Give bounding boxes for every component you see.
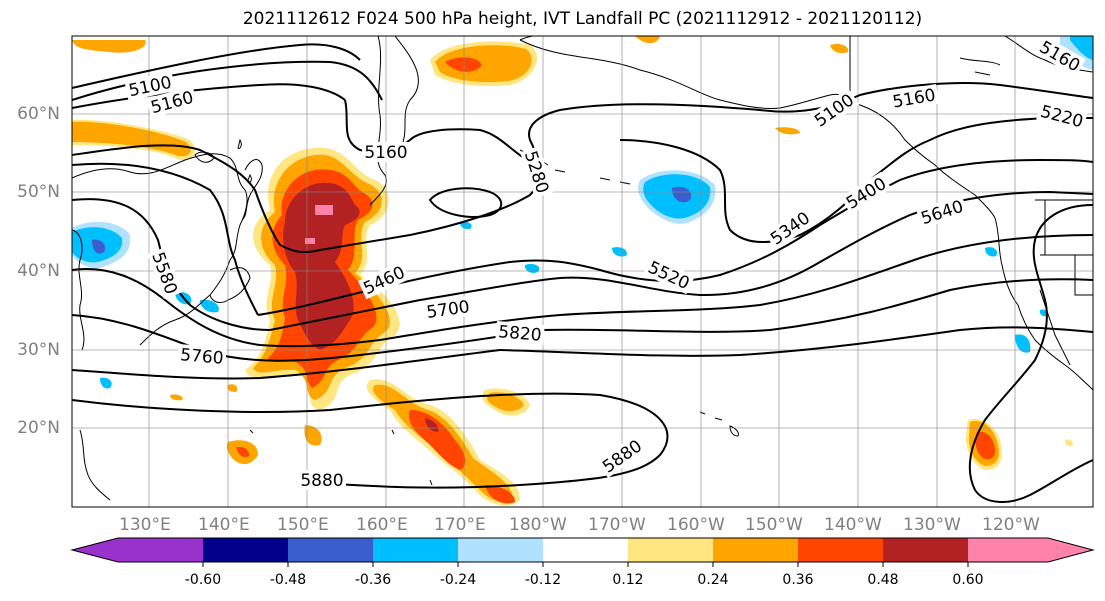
lon-label: 130°E [119, 515, 171, 535]
lon-label: 170°W [588, 515, 646, 535]
lon-label: 120°W [982, 515, 1040, 535]
lon-label: 160°W [667, 515, 725, 535]
map-area: 5100 5160 5160 5280 5100 5160 5220 5160 … [72, 36, 1093, 507]
colorbar-tick-label: -0.36 [354, 572, 392, 588]
lat-label: 20°N [17, 418, 60, 438]
colorbar-tick-label: 0.12 [612, 572, 644, 588]
map-title: 2021112612 F024 500 hPa height, IVT Land… [242, 9, 923, 29]
lon-label: 180°W [509, 515, 567, 535]
colorbar-tick-label: -0.24 [439, 572, 477, 588]
contour-label: 5640 [919, 197, 966, 229]
contour-label: 5880 [300, 471, 343, 491]
contour-labels: 5100 5160 5160 5280 5100 5160 5220 5160 … [124, 36, 1088, 491]
colorbar-extend-min [72, 538, 118, 562]
colorbar [70, 537, 1095, 567]
contour-label: 5820 [497, 322, 542, 346]
map-gridlines [72, 36, 1093, 507]
colorbar-extend-max [1048, 538, 1093, 562]
colorbar-tick-label: 0.36 [782, 572, 814, 588]
contour-label: 5280 [520, 149, 552, 196]
lon-label: 130°W [903, 515, 961, 535]
ivt-negative-shading [72, 36, 1093, 389]
contour-label: 5400 [843, 174, 890, 214]
lat-label: 40°N [17, 261, 60, 281]
contour-label: 5160 [364, 143, 407, 163]
colorbar-tick-label: 0.48 [867, 572, 899, 588]
colorbar-tick-label: -0.12 [524, 572, 562, 588]
contour-label: 5760 [179, 345, 224, 369]
colorbar-tick-label: -0.48 [269, 572, 307, 588]
lon-label: 150°E [277, 515, 329, 535]
lat-label: 30°N [17, 340, 60, 360]
lon-label: 150°W [745, 515, 803, 535]
contour-label: 5160 [891, 85, 937, 112]
lat-label: 60°N [17, 104, 60, 124]
ivt-positive-shading [72, 36, 1073, 506]
lat-label: 50°N [17, 182, 60, 202]
coastlines [72, 36, 1093, 501]
map-frame [71, 35, 1094, 508]
lon-label: 140°E [198, 515, 250, 535]
lon-label: 160°E [356, 515, 408, 535]
lon-label: 140°W [824, 515, 882, 535]
height-contours [72, 43, 1093, 503]
colorbar-tick-label: 0.60 [952, 572, 984, 588]
colorbar-tick-label: -0.60 [184, 572, 222, 588]
colorbar-tick-label: 0.24 [697, 572, 729, 588]
contour-label: 5460 [361, 263, 409, 299]
contour-label: 5220 [1038, 102, 1085, 133]
lon-label: 170°E [434, 515, 486, 535]
